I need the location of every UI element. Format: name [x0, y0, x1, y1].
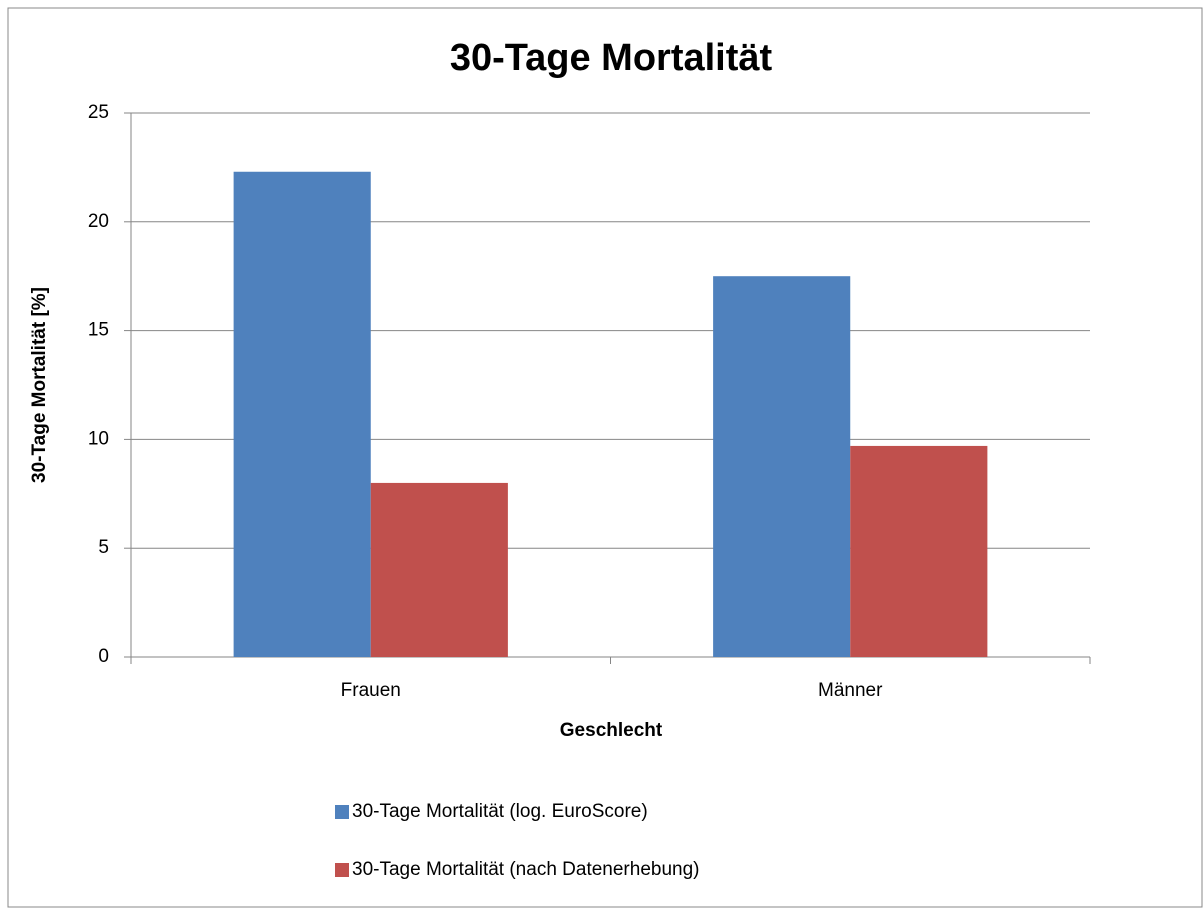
y-tick-label: 0 [98, 646, 109, 667]
legend-swatch [335, 863, 349, 877]
bar [713, 276, 851, 657]
x-tick-label: Männer [818, 680, 883, 701]
bar [370, 482, 508, 657]
y-tick-label: 20 [88, 211, 109, 232]
y-axis-label: 30-Tage Mortalität [%] [29, 287, 50, 483]
legend-label: 30-Tage Mortalität (log. EuroScore) [352, 801, 648, 822]
bar [233, 171, 371, 657]
legend-swatch [335, 805, 349, 819]
y-tick-label: 5 [98, 537, 109, 558]
x-axis-label: Geschlecht [560, 720, 663, 741]
bar [850, 445, 988, 657]
y-tick-label: 10 [88, 428, 109, 449]
y-tick-label: 25 [88, 102, 109, 123]
legend-label: 30-Tage Mortalität (nach Datenerhebung) [352, 859, 699, 880]
chart-border [7, 7, 1203, 908]
chart-title: 30-Tage Mortalität [450, 37, 773, 79]
x-tick-label: Frauen [341, 680, 401, 701]
y-tick-label: 15 [88, 320, 109, 341]
